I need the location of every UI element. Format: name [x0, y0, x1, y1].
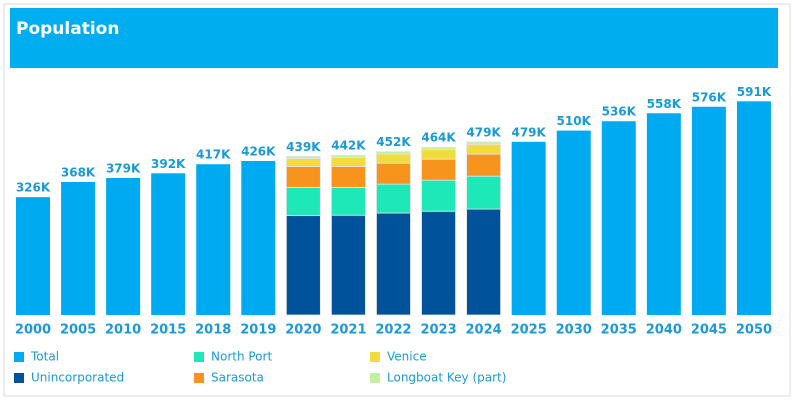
stack-segment — [376, 151, 411, 155]
value-label: 558K — [647, 97, 682, 111]
stack-segment — [376, 183, 411, 214]
x-tick-label: 2035 — [601, 323, 637, 338]
total-bar — [556, 130, 591, 315]
legend-swatch — [370, 373, 380, 383]
value-label: 417K — [196, 148, 231, 162]
legend-label: Total — [30, 350, 59, 364]
x-tick-label: 2030 — [556, 323, 592, 338]
x-tick-label: 2040 — [646, 323, 682, 338]
value-label: 426K — [241, 144, 276, 158]
stack-segment — [421, 146, 456, 150]
stack-segment — [466, 175, 502, 210]
value-label: 576K — [692, 90, 727, 104]
stack-segment — [285, 166, 321, 188]
total-bar — [646, 113, 681, 315]
value-label: 536K — [602, 105, 637, 119]
legend-label: North Port — [211, 350, 272, 364]
value-label: 368K — [61, 165, 96, 179]
legend-label: Longboat Key (part) — [387, 371, 506, 385]
stack-segment — [376, 153, 411, 164]
stack-segment — [421, 149, 456, 160]
x-tick-label: 2050 — [736, 323, 772, 338]
value-label: 439K — [286, 140, 321, 154]
legend-label: Venice — [387, 350, 427, 364]
x-tick-label: 2023 — [420, 323, 456, 338]
stack-segment — [466, 143, 502, 155]
total-bar — [16, 197, 50, 315]
value-label: 326K — [16, 181, 51, 195]
stack-segment — [376, 162, 411, 185]
total-bar — [511, 141, 546, 315]
chart-title: Population — [16, 19, 119, 39]
x-tick-label: 2010 — [105, 323, 141, 338]
stack-segment — [331, 166, 366, 188]
total-bar — [61, 181, 96, 315]
x-tick-label: 2019 — [240, 323, 276, 338]
stack-segment — [466, 208, 502, 316]
stack-segment — [331, 156, 366, 167]
stack-segment — [376, 212, 411, 316]
value-label: 510K — [557, 114, 592, 128]
x-tick-label: 2022 — [375, 323, 411, 338]
legend-label: Sarasota — [211, 371, 264, 385]
value-label: 392K — [151, 157, 186, 171]
x-tick-label: 2020 — [285, 323, 321, 338]
value-label: 452K — [376, 135, 411, 149]
x-tick-label: 2045 — [691, 323, 727, 338]
legend-swatch — [370, 352, 380, 362]
stack-segment — [285, 155, 321, 159]
stack-segment — [421, 210, 456, 316]
total-bar — [691, 106, 726, 315]
total-bar — [736, 101, 771, 315]
stack-segment — [466, 141, 502, 145]
stack-segment — [331, 154, 366, 158]
header-bar — [10, 8, 778, 68]
stack-segment — [331, 186, 366, 216]
legend-swatch — [14, 373, 24, 383]
value-label: 442K — [331, 139, 366, 153]
x-tick-label: 2025 — [511, 323, 547, 338]
value-label: 591K — [737, 85, 772, 99]
stack-segment — [285, 186, 321, 216]
stack-segment — [331, 214, 366, 316]
stack-segment — [421, 158, 456, 181]
stack-segment — [466, 153, 502, 177]
total-bar — [601, 121, 636, 315]
total-bar — [241, 160, 276, 315]
stack-segment — [285, 158, 321, 167]
total-bar — [151, 173, 186, 315]
value-label: 479K — [511, 125, 546, 139]
legend-swatch — [14, 352, 24, 362]
legend-swatch — [194, 373, 204, 383]
stack-segment — [285, 215, 321, 316]
value-label: 479K — [466, 125, 501, 139]
x-tick-label: 2000 — [15, 323, 51, 338]
x-tick-label: 2005 — [60, 323, 96, 338]
legend-label: Unincorporated — [31, 371, 124, 385]
legend-swatch — [194, 352, 204, 362]
x-tick-label: 2021 — [330, 323, 366, 338]
value-label: 464K — [421, 131, 456, 145]
value-label: 379K — [106, 161, 141, 175]
total-bar — [106, 177, 141, 315]
x-tick-label: 2018 — [195, 323, 231, 338]
x-tick-label: 2024 — [466, 323, 502, 338]
stack-segment — [421, 179, 456, 212]
total-bar — [196, 164, 231, 315]
x-tick-label: 2015 — [150, 323, 186, 338]
